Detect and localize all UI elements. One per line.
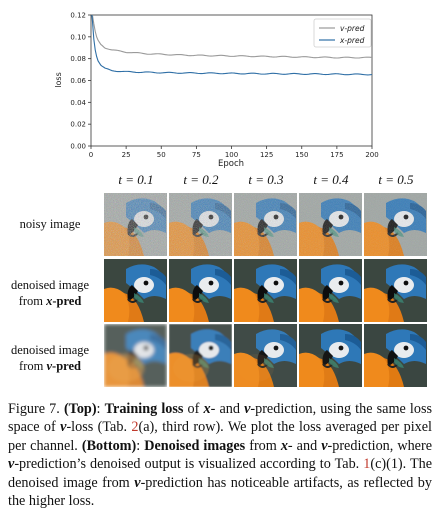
series-line-v-pred — [91, 15, 372, 59]
y-tick-label: 0.06 — [70, 77, 86, 85]
image-tile-noisy-t2 — [169, 193, 232, 256]
y-tick-label: 0.10 — [70, 33, 86, 41]
image-tile-v-pred-t5 — [364, 324, 427, 387]
image-tile-v-pred-t4 — [299, 324, 362, 387]
image-tile-noisy-t5 — [364, 193, 427, 256]
x-tick-label: 125 — [260, 151, 273, 159]
row-label-x-pred-line2: from x-pred — [18, 294, 82, 308]
x-tick-label: 200 — [365, 151, 378, 159]
y-tick-label: 0.08 — [70, 55, 86, 63]
y-tick-label: 0.12 — [70, 12, 86, 20]
y-tick-label: 0.04 — [70, 99, 86, 107]
row-label-x-pred: denoised image from x-pred — [0, 277, 100, 309]
x-ticks: 0 25 50 75 100 125 150 175 200 — [89, 146, 379, 159]
chart-legend: v-pred x-pred — [313, 18, 372, 48]
image-tile-x-pred-t3 — [234, 259, 297, 322]
image-tile-v-pred-t3 — [234, 324, 297, 387]
image-tile-v-pred-t2 — [169, 324, 232, 387]
image-tile-x-pred-t1 — [104, 259, 167, 322]
series-line-x-pred — [91, 15, 372, 76]
y-ticks: 0.00 0.02 0.04 0.06 0.08 0.10 0.12 — [70, 12, 91, 151]
col-label-t01: t = 0.1 — [118, 172, 154, 187]
legend-label-x-pred: x-pred — [339, 36, 365, 45]
image-tile-x-pred-t5 — [364, 259, 427, 322]
x-tick-label: 50 — [157, 151, 166, 159]
row-label-v-pred-line2: from v-pred — [19, 359, 81, 373]
col-label-t02: t = 0.2 — [183, 172, 219, 187]
training-loss-chart: 0.00 0.02 0.04 0.06 0.08 0.10 0.12 0 25 50 75 100 1… — [54, 12, 379, 170]
image-tile-v-pred-t1 — [104, 324, 167, 387]
col-label-t03: t = 0.3 — [248, 172, 284, 187]
chart-series — [91, 15, 372, 76]
row-label-v-pred: denoised image from v-pred — [0, 342, 100, 374]
row-label-x-pred-line1: denoised image — [10, 278, 90, 292]
y-axis-label: loss — [54, 72, 63, 87]
x-tick-label: 100 — [225, 151, 238, 159]
x-tick-label: 175 — [330, 151, 343, 159]
y-tick-label: 0.02 — [70, 121, 86, 129]
row-label-noisy-text: noisy image — [19, 217, 81, 231]
x-tick-label: 150 — [295, 151, 308, 159]
figure-caption: Figure 7. (Top): Training loss of x- and… — [8, 401, 433, 510]
col-label-t05: t = 0.5 — [378, 172, 414, 187]
row-label-v-pred-line1: denoised image — [10, 343, 90, 357]
image-tile-x-pred-t4 — [299, 259, 362, 322]
row-label-noisy: noisy image — [0, 216, 100, 232]
image-tile-noisy-t4 — [299, 193, 362, 256]
x-tick-label: 75 — [192, 151, 201, 159]
legend-label-v-pred: v-pred — [340, 24, 365, 33]
image-tile-x-pred-t2 — [169, 259, 232, 322]
x-tick-label: 0 — [89, 151, 93, 159]
col-label-t04: t = 0.4 — [313, 172, 349, 187]
x-axis-label: Epoch — [218, 159, 244, 169]
image-tile-noisy-t1 — [104, 193, 167, 256]
image-tile-noisy-t3 — [234, 193, 297, 256]
x-tick-label: 25 — [122, 151, 131, 159]
y-tick-label: 0.00 — [70, 143, 86, 151]
